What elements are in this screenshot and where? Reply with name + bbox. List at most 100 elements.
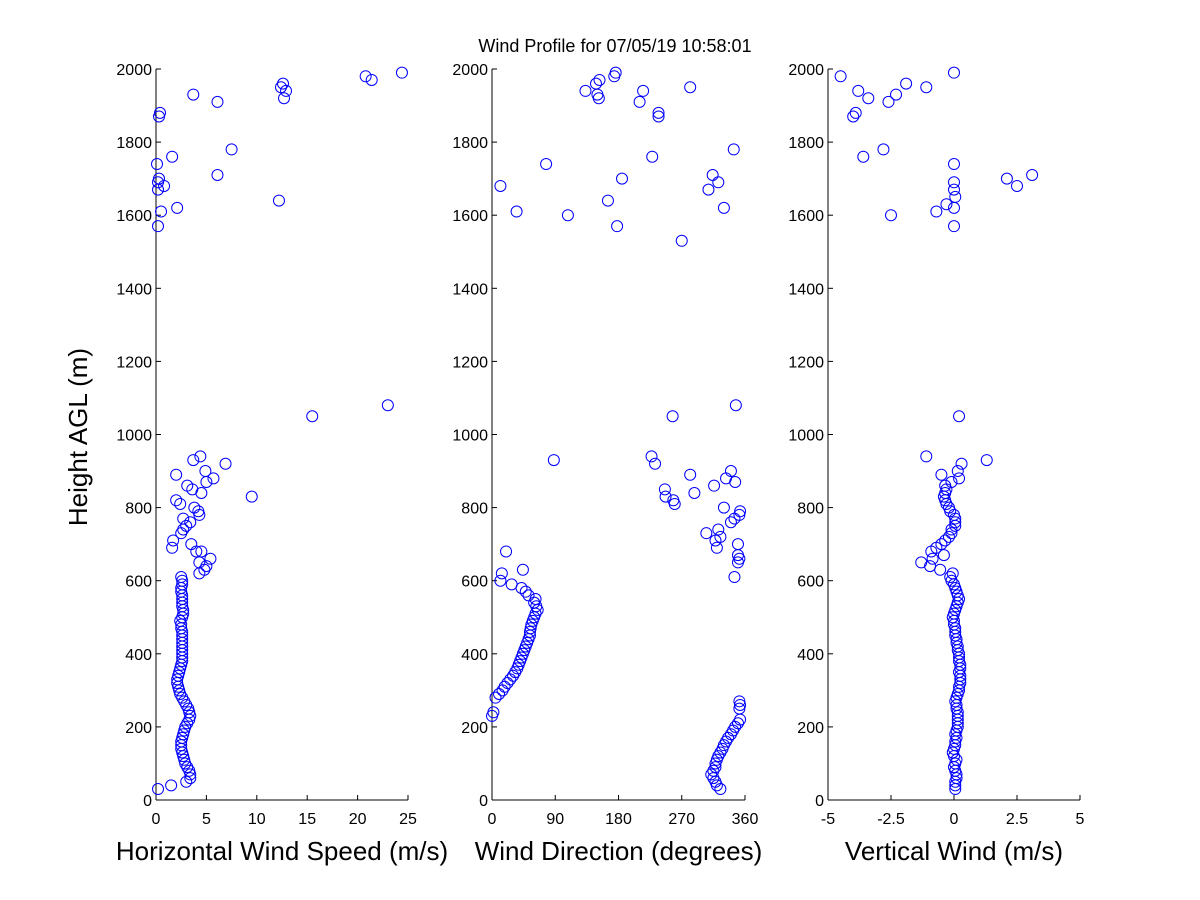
y-tick-label: 600	[125, 574, 152, 591]
x-tick-label: 0	[152, 811, 161, 828]
data-point	[495, 567, 508, 580]
x-axis-label: Wind Direction (degrees)	[475, 836, 763, 866]
data-point	[593, 73, 606, 86]
data-point	[510, 205, 523, 218]
data-point	[507, 669, 520, 682]
data-point	[915, 556, 928, 569]
data-point	[225, 143, 238, 156]
data-point	[194, 450, 207, 463]
data-point	[306, 410, 319, 423]
data-point	[724, 516, 737, 529]
data-point	[658, 483, 671, 496]
data-point	[1000, 172, 1013, 185]
data-point	[646, 150, 659, 163]
data-point	[500, 545, 513, 558]
data-point	[177, 512, 190, 525]
data-point	[175, 571, 188, 584]
data-point	[942, 530, 955, 543]
y-tick-label: 1800	[452, 135, 488, 152]
data-point	[395, 66, 408, 79]
data-point	[890, 88, 903, 101]
data-point	[166, 150, 179, 163]
data-point	[165, 779, 178, 792]
data-point	[487, 706, 500, 719]
data-point	[601, 194, 614, 207]
data-point	[245, 490, 258, 503]
data-point	[547, 454, 560, 467]
data-point	[675, 234, 688, 247]
data-point	[184, 772, 197, 785]
data-point	[948, 176, 960, 189]
x-tick-label: 10	[248, 811, 266, 828]
data-point	[728, 571, 741, 584]
data-point	[188, 501, 201, 514]
data-point	[167, 534, 180, 547]
y-tick-label: 1000	[116, 428, 152, 445]
y-tick-label: 200	[125, 720, 152, 737]
data-point	[152, 220, 165, 233]
x-tick-label: 90	[546, 811, 564, 828]
x-tick-label: 0	[488, 811, 497, 828]
data-point	[166, 541, 179, 554]
data-point	[277, 77, 290, 90]
x-axis-label: Horizontal Wind Speed (m/s)	[116, 836, 448, 866]
data-point	[530, 600, 543, 613]
data-point	[712, 750, 725, 763]
data-point	[945, 476, 958, 489]
data-point	[154, 106, 167, 119]
data-point	[948, 220, 960, 233]
data-point	[529, 592, 542, 605]
data-point	[494, 574, 507, 587]
data-point	[939, 534, 952, 547]
data-point	[935, 468, 948, 481]
data-point	[937, 549, 950, 562]
data-point	[219, 457, 232, 470]
data-point	[187, 454, 200, 467]
data-point	[885, 209, 897, 222]
y-tick-label: 1200	[116, 354, 152, 371]
data-point	[688, 486, 701, 499]
data-point	[877, 143, 890, 156]
y-tick-label: 800	[797, 501, 824, 518]
x-tick-label: 360	[732, 811, 759, 828]
data-point	[849, 106, 862, 119]
data-point	[494, 179, 507, 192]
data-point	[731, 538, 744, 551]
data-point	[930, 205, 943, 218]
x-tick-label: 2.5	[1006, 811, 1028, 828]
data-point	[950, 753, 963, 766]
data-point	[955, 457, 968, 470]
data-point	[489, 691, 502, 704]
data-point	[953, 410, 966, 423]
y-tick-label: 1800	[788, 135, 824, 152]
x-tick-label: 5	[1076, 811, 1085, 828]
data-point	[516, 563, 529, 576]
data-point	[211, 168, 224, 181]
y-tick-label: 200	[797, 720, 824, 737]
data-point	[942, 501, 955, 514]
data-point	[637, 84, 650, 97]
data-point	[951, 465, 964, 478]
data-point	[724, 465, 737, 478]
data-point	[948, 158, 960, 171]
data-point	[733, 508, 746, 521]
data-point	[714, 530, 727, 543]
data-point	[714, 746, 727, 759]
x-axis-label: Vertical Wind (m/s)	[845, 836, 1063, 866]
data-point	[652, 106, 665, 119]
data-point	[920, 81, 933, 94]
data-point	[1026, 168, 1039, 181]
data-point	[611, 220, 624, 233]
data-point	[509, 666, 522, 679]
data-point	[659, 490, 672, 503]
y-tick-label: 200	[461, 720, 488, 737]
y-tick-label: 0	[815, 793, 824, 810]
y-tick-label: 2000	[788, 62, 824, 79]
data-point	[709, 761, 722, 774]
data-point	[734, 505, 747, 518]
data-point	[522, 589, 535, 602]
data-point	[170, 468, 183, 481]
data-point	[381, 399, 394, 412]
